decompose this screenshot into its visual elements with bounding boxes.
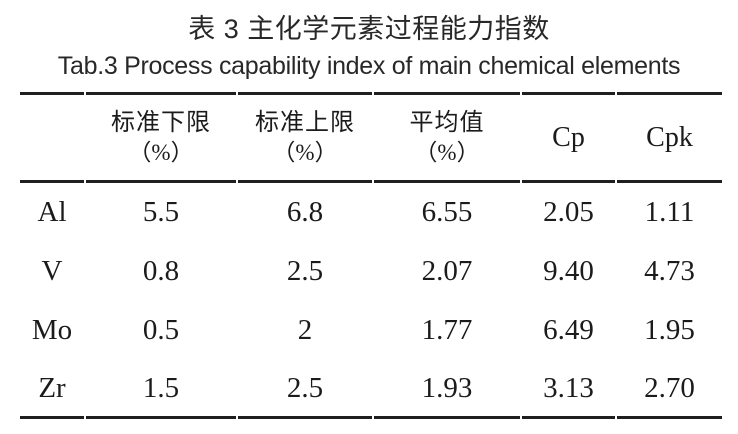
table-title-english: Tab.3 Process capability index of main c… <box>57 52 681 80</box>
cell-element: V <box>41 255 63 287</box>
header-mean-unit: （%） <box>414 140 480 165</box>
cell-cpk: 1.95 <box>644 314 695 346</box>
table-row-mo: Mo 0.5 2 1.77 6.49 1.95 <box>20 301 722 360</box>
table-body: Al 5.5 6.8 6.55 2.05 1.11 V 0.8 2.5 2.07… <box>20 183 722 419</box>
cell-cp: 6.49 <box>543 314 594 346</box>
header-lower-limit-label: 标准下限 <box>111 110 211 136</box>
cell-element: Zr <box>20 360 84 419</box>
cell-mean: 2.07 <box>421 255 473 287</box>
header-cpk: Cpk <box>617 92 722 183</box>
cell-mean: 1.77 <box>421 314 473 346</box>
cell-cpk: 2.70 <box>617 360 722 419</box>
cell-mean: 1.93 <box>374 360 520 419</box>
process-capability-table: 标准下限 （%） 标准上限 （%） 平均值 （%） Cp Cpk Al 5.5 … <box>18 92 724 419</box>
table-row-al: Al 5.5 6.8 6.55 2.05 1.11 <box>20 183 722 242</box>
header-upper-limit-unit: （%） <box>272 140 338 165</box>
cell-cp: 9.40 <box>543 255 594 287</box>
cell-cp: 3.13 <box>522 360 615 419</box>
header-mean-label: 平均值 <box>409 110 485 136</box>
header-cpk-label: Cpk <box>646 121 693 153</box>
header-element-blank <box>20 92 84 183</box>
header-row: 标准下限 （%） 标准上限 （%） 平均值 （%） Cp Cpk <box>20 92 722 183</box>
cell-element: Mo <box>31 314 73 346</box>
header-upper-limit: 标准上限 （%） <box>238 92 372 183</box>
header-lower-limit-unit: （%） <box>128 140 194 165</box>
cell-element: Al <box>37 196 67 228</box>
cell-upper-limit: 6.8 <box>286 196 324 228</box>
cell-cpk: 1.11 <box>644 196 695 228</box>
cell-upper-limit: 2 <box>297 314 313 346</box>
cell-lower-limit: 0.5 <box>142 314 180 346</box>
header-lower-limit: 标准下限 （%） <box>86 92 236 183</box>
header-mean: 平均值 （%） <box>374 92 520 183</box>
table-header: 标准下限 （%） 标准上限 （%） 平均值 （%） Cp Cpk <box>20 92 722 183</box>
cell-cpk: 4.73 <box>644 255 695 287</box>
cell-upper-limit: 2.5 <box>238 360 372 419</box>
table-title-chinese: 表 3 主化学元素过程能力指数 <box>188 14 550 44</box>
cell-lower-limit: 1.5 <box>86 360 236 419</box>
table-row-zr: Zr 1.5 2.5 1.93 3.13 2.70 <box>20 360 722 419</box>
cell-upper-limit: 2.5 <box>286 255 324 287</box>
cell-mean: 6.55 <box>421 196 473 228</box>
cell-lower-limit: 0.8 <box>142 255 180 287</box>
cell-cp: 2.05 <box>543 196 594 228</box>
table-row-v: V 0.8 2.5 2.07 9.40 4.73 <box>20 242 722 301</box>
header-cp-label: Cp <box>552 121 585 153</box>
header-upper-limit-label: 标准上限 <box>255 110 355 136</box>
cell-lower-limit: 5.5 <box>142 196 180 228</box>
header-cp: Cp <box>522 92 615 183</box>
